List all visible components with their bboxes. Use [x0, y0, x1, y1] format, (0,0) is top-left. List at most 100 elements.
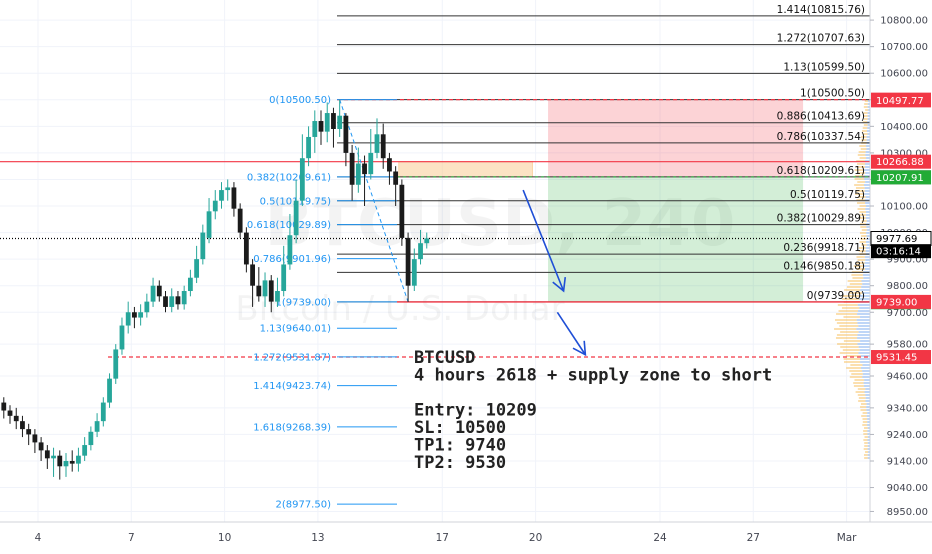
fib-right-label: 0(9739.00) — [807, 290, 865, 302]
volume-bar — [843, 316, 860, 318]
volume-bar — [864, 178, 870, 180]
price-tick-label: 9580.00 — [887, 340, 928, 351]
volume-bar — [859, 214, 867, 216]
volume-bar — [860, 355, 870, 357]
volume-bar — [862, 130, 867, 132]
volume-bar — [865, 211, 870, 213]
volume-bar — [843, 340, 861, 342]
volume-bar — [863, 184, 870, 186]
volume-bar — [867, 454, 870, 456]
price-tick-label: 10300.00 — [880, 148, 928, 159]
bar-countdown-label: 03:16:14 — [876, 247, 921, 258]
fib-left-label: 1.13(9640.01) — [260, 324, 332, 335]
time-tick-label: 20 — [529, 532, 542, 544]
volume-bar — [863, 124, 868, 126]
volume-bar — [844, 361, 861, 363]
volume-bar — [859, 358, 870, 360]
volume-bar — [856, 268, 865, 270]
candle-body — [337, 115, 343, 129]
volume-bar — [864, 442, 868, 444]
fib-right-label: 1.414(10815.76) — [777, 4, 865, 16]
volume-bar — [867, 457, 870, 459]
candle-body — [38, 442, 44, 451]
candle-body — [262, 280, 268, 297]
candle-body — [32, 434, 38, 443]
time-tick-label: 17 — [436, 532, 449, 544]
volume-bar — [867, 103, 870, 105]
volume-bar — [850, 364, 863, 366]
volume-bar — [863, 433, 868, 435]
volume-bar — [857, 181, 866, 183]
volume-bar — [866, 214, 870, 216]
candle-body — [156, 285, 162, 297]
volume-bar — [867, 133, 870, 135]
price-tag-label: 9739.00 — [876, 297, 917, 308]
volume-bar — [859, 223, 867, 225]
candle-body — [169, 296, 175, 307]
volume-bar — [867, 421, 870, 423]
price-tick-label: 10400.00 — [880, 122, 928, 133]
candle-body — [399, 184, 405, 238]
volume-bar — [866, 241, 870, 243]
volume-bar — [856, 160, 865, 162]
volume-bar — [866, 235, 870, 237]
volume-bar — [865, 451, 869, 453]
volume-bar — [866, 130, 870, 132]
price-tag-bg — [871, 294, 931, 309]
price-tag-label: 9531.45 — [876, 353, 917, 364]
volume-bar — [860, 148, 867, 150]
volume-bar — [862, 376, 870, 378]
volume-bar — [857, 208, 866, 210]
volume-bar — [862, 364, 870, 366]
volume-bar — [863, 454, 868, 456]
candle-body — [113, 349, 119, 379]
candle-body — [88, 431, 94, 446]
volume-bar — [859, 205, 867, 207]
volume-bar — [866, 226, 870, 228]
volume-bar — [863, 112, 868, 114]
volume-bar — [861, 139, 867, 141]
volume-bar — [862, 274, 870, 276]
volume-bar — [865, 163, 870, 165]
volume-bar — [863, 382, 870, 384]
price-tag-bg — [871, 244, 931, 259]
volume-bar — [859, 232, 867, 234]
candle-body — [187, 277, 193, 292]
volume-bar — [857, 259, 866, 261]
candle-body — [355, 163, 361, 185]
volume-bar — [860, 367, 870, 369]
candle-body — [387, 158, 392, 172]
volume-bar — [864, 268, 870, 270]
candle-body — [362, 163, 367, 175]
volume-bar — [862, 421, 868, 423]
volume-bar — [857, 163, 866, 165]
volume-bar — [864, 445, 868, 447]
candle-body — [306, 136, 311, 159]
volume-bar — [861, 235, 867, 237]
volume-bar — [864, 391, 870, 393]
price-axis-bg — [870, 0, 932, 550]
candle-body — [51, 455, 56, 459]
time-tick-label: 27 — [747, 532, 760, 544]
candle-body — [219, 190, 224, 201]
volume-bar — [863, 448, 868, 450]
fib-left-label: 1.414(9423.74) — [253, 381, 331, 392]
fib-left-label: 1.618(9268.39) — [253, 422, 331, 433]
short-arrow-head-1 — [552, 277, 567, 293]
volume-bar — [865, 202, 870, 204]
volume-bar — [865, 145, 870, 147]
volume-bar — [839, 325, 859, 327]
volume-bar — [847, 280, 862, 282]
time-tick-label: 24 — [653, 532, 667, 544]
candle-body — [268, 280, 274, 302]
time-tick-label: 10 — [218, 532, 231, 544]
volume-bar — [858, 250, 866, 252]
volume-bar — [839, 352, 859, 354]
position-stop-zone — [548, 99, 804, 178]
candle-body — [243, 232, 249, 265]
volume-bar — [851, 373, 863, 375]
volume-bar — [865, 259, 870, 261]
time-tick-label: Mar — [837, 532, 857, 544]
